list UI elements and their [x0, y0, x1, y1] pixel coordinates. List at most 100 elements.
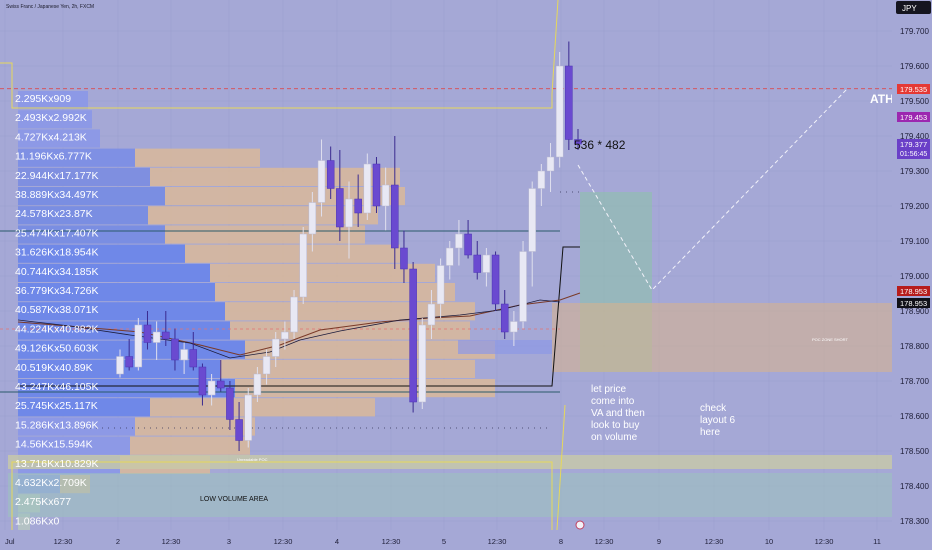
- candle[interactable]: [308, 202, 317, 235]
- price-tick: 179.700: [900, 27, 929, 36]
- candle[interactable]: [326, 160, 335, 189]
- yellow-upper-line: [0, 0, 559, 109]
- profile-bar-right: [215, 283, 455, 302]
- candle[interactable]: [482, 254, 491, 273]
- price-badge-label: 178.953: [900, 299, 927, 308]
- candle[interactable]: [189, 349, 198, 368]
- profile-bar-right: [210, 263, 435, 282]
- candle[interactable]: [152, 331, 161, 343]
- candle[interactable]: [546, 156, 555, 172]
- profile-row-label: 40.519Kx40.89K: [15, 362, 93, 374]
- time-axis[interactable]: Jul 12:30 2 12:30 3 12:30 4 12:30 5 12:30 8 12:30 9 1…: [0, 530, 932, 550]
- profile-row-label: 40.587Kx38.071K: [15, 304, 99, 316]
- candle[interactable]: [427, 303, 436, 326]
- yellow-diag: [555, 404, 566, 546]
- price-badges: 179.535 179.453 179.377 01:56:45 178.953 178.…: [897, 84, 930, 308]
- candle[interactable]: [262, 356, 271, 375]
- time-tick: 10: [765, 537, 773, 546]
- candle[interactable]: [473, 254, 481, 273]
- time-tick: 12:30: [382, 537, 401, 546]
- price-tick: 178.500: [900, 447, 929, 456]
- candle[interactable]: [418, 324, 427, 403]
- profile-row-label: 43.247Kx46.105K: [15, 381, 99, 393]
- candle[interactable]: [244, 394, 252, 441]
- profile-bar-left: [18, 187, 165, 206]
- candle[interactable]: [491, 254, 500, 305]
- candle[interactable]: [381, 184, 390, 207]
- candles[interactable]: [116, 41, 582, 452]
- symbol-title: Swiss Franc / Japanese Yen, 2h, FXCM: [6, 4, 94, 10]
- candle[interactable]: [464, 233, 472, 256]
- profile-row-label: 11.196Kx6.777K: [15, 151, 92, 163]
- profile-bar-right: [165, 225, 365, 244]
- profile-bar-left: [18, 263, 210, 282]
- candle[interactable]: [143, 324, 152, 343]
- price-axis[interactable]: 179.700 179.600 179.500 179.400 179.300 179.2…: [892, 0, 932, 530]
- profile-bar-left: [18, 398, 150, 417]
- candle[interactable]: [134, 324, 143, 368]
- candle[interactable]: [436, 265, 445, 305]
- candle[interactable]: [198, 366, 207, 396]
- candle[interactable]: [510, 321, 518, 333]
- price-badge-timer: 01:56:45: [900, 151, 927, 158]
- profile-bar-right: [235, 379, 495, 398]
- candle[interactable]: [207, 380, 216, 396]
- price-badge: [897, 298, 930, 308]
- candle[interactable]: [455, 233, 463, 249]
- candle[interactable]: [125, 356, 133, 368]
- candle[interactable]: [345, 198, 353, 228]
- candle[interactable]: [171, 338, 179, 361]
- time-tick: 12:30: [595, 537, 614, 546]
- replay-icon[interactable]: [575, 520, 585, 530]
- candle[interactable]: [217, 380, 225, 389]
- candle[interactable]: [180, 349, 188, 361]
- profile-row-label: 25.474Kx17.407K: [15, 227, 99, 239]
- candle[interactable]: [162, 331, 170, 340]
- candle[interactable]: [354, 198, 362, 214]
- candle[interactable]: [391, 184, 399, 249]
- profile-row-label: 2.475Kx677: [15, 496, 71, 508]
- note-layout: check layout 6 here: [700, 403, 735, 438]
- time-tick: 12:30: [54, 537, 73, 546]
- candle[interactable]: [271, 338, 280, 357]
- ath-label: ATH: [870, 92, 894, 106]
- time-tick: 12:30: [488, 537, 507, 546]
- candle[interactable]: [519, 251, 527, 322]
- ma-dark: [17, 299, 561, 359]
- candle[interactable]: [363, 163, 372, 214]
- note-buy: let price come into VA and then look to buy…: [591, 384, 645, 443]
- profile-row-label: 2.493Kx2.992K: [15, 112, 87, 124]
- candle[interactable]: [565, 65, 573, 140]
- candle[interactable]: [555, 65, 564, 158]
- candle[interactable]: [574, 139, 582, 145]
- candle[interactable]: [537, 170, 546, 189]
- time-tick: 12:30: [815, 537, 834, 546]
- candle[interactable]: [500, 303, 509, 333]
- candle[interactable]: [400, 247, 408, 270]
- profile-bar-left: [18, 148, 135, 167]
- profile-row-label: 13.716Kx10.829K: [15, 458, 99, 470]
- candle[interactable]: [409, 268, 417, 403]
- candle[interactable]: [528, 188, 536, 252]
- candle[interactable]: [235, 419, 243, 441]
- price-tick: 179.200: [900, 202, 929, 211]
- candle[interactable]: [116, 356, 124, 375]
- time-tick: 3: [227, 537, 231, 546]
- currency-button[interactable]: JPY: [896, 1, 931, 14]
- candle[interactable]: [336, 188, 344, 228]
- candle[interactable]: [226, 387, 234, 420]
- candle[interactable]: [253, 373, 262, 396]
- candle[interactable]: [446, 247, 454, 266]
- profile-bar-left: [18, 244, 185, 263]
- profile-row-label: 1.086Kx0: [15, 515, 60, 527]
- note-layout-line: here: [700, 427, 720, 438]
- candle[interactable]: [372, 163, 381, 207]
- profile-row-label: 4.727Kx4.213K: [15, 131, 87, 143]
- candle[interactable]: [299, 233, 307, 298]
- candle[interactable]: [281, 331, 289, 340]
- profile-bar-right: [135, 148, 260, 167]
- currency-button-bg: [896, 1, 931, 14]
- candle[interactable]: [290, 296, 298, 333]
- candle[interactable]: [317, 160, 326, 203]
